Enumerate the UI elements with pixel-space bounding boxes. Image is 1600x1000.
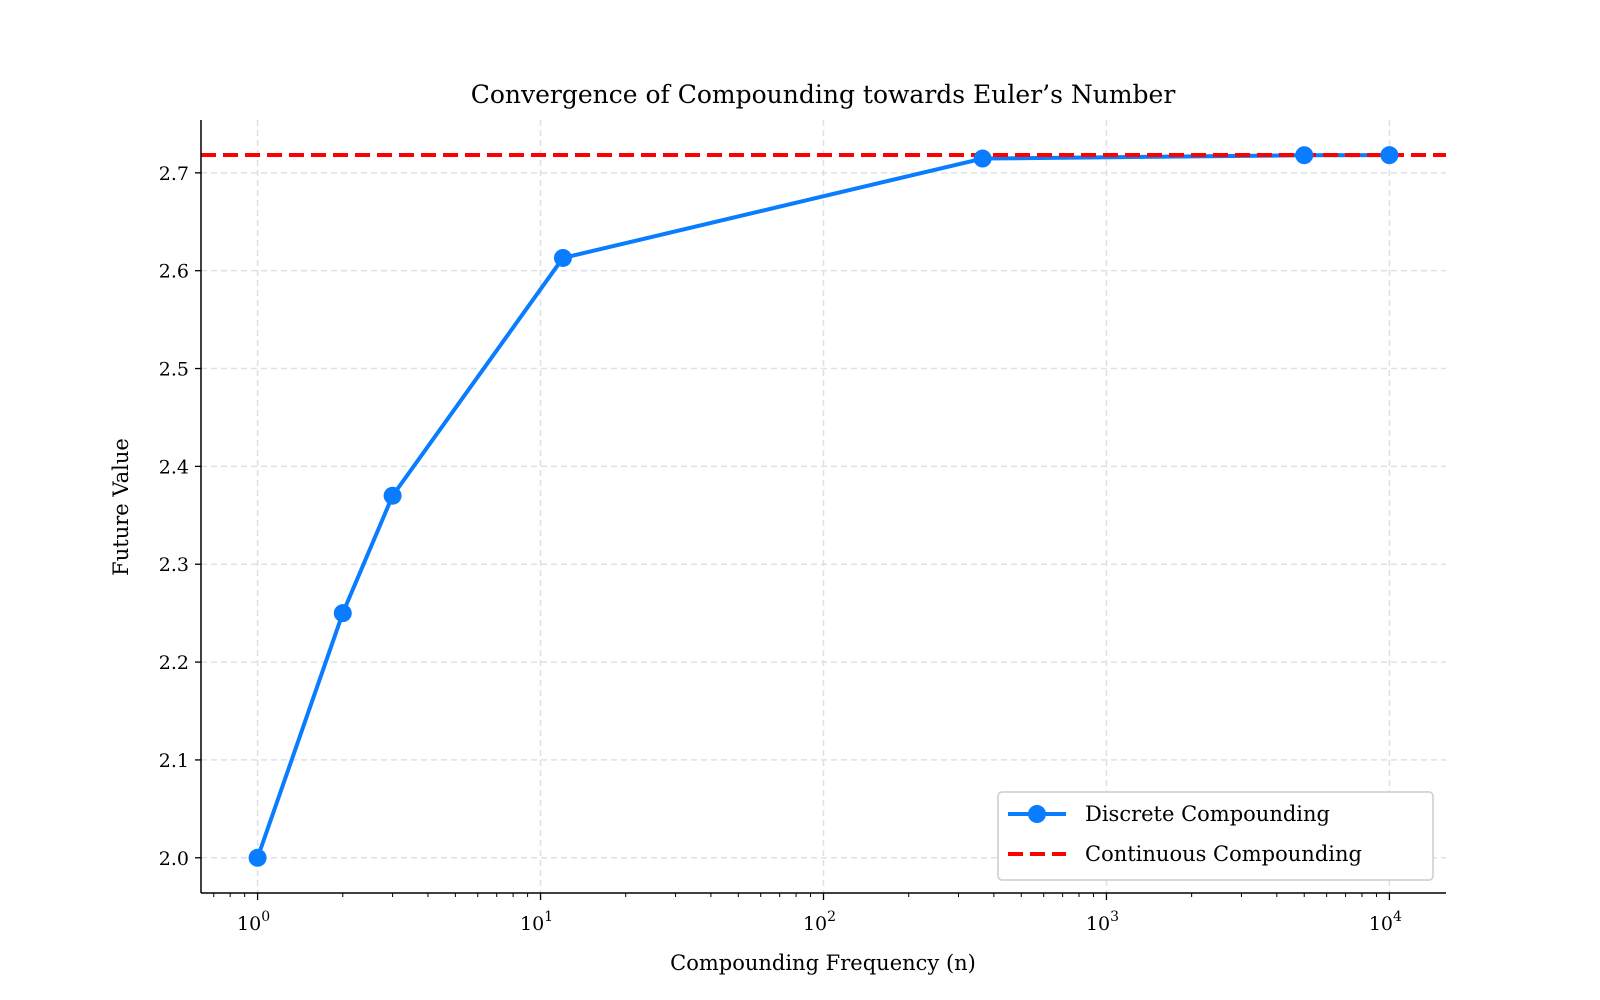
x-tick-label: 102 [803, 909, 836, 935]
y-tick-label: 2.2 [159, 652, 189, 674]
legend-label-discrete: Discrete Compounding [1085, 802, 1330, 826]
y-tick-label: 2.3 [159, 554, 189, 576]
x-tick-exponent: 0 [261, 909, 270, 925]
x-tick-base: 10 [237, 913, 261, 935]
x-tick-label: 103 [1086, 909, 1119, 935]
discrete-compounding-point [973, 149, 992, 168]
x-tick-exponent: 1 [544, 909, 553, 925]
y-tick-label: 2.0 [159, 848, 189, 870]
x-tick-label: 100 [237, 909, 270, 935]
y-tick-label: 2.5 [159, 359, 189, 381]
x-tick-label: 101 [520, 909, 553, 935]
legend-label-continuous: Continuous Compounding [1085, 842, 1362, 866]
discrete-compounding-point [1295, 146, 1314, 165]
x-tick-base: 10 [520, 913, 544, 935]
x-tick-base: 10 [1086, 913, 1110, 935]
chart-title: Convergence of Compounding towards Euler… [471, 80, 1176, 109]
x-tick-label: 104 [1369, 909, 1402, 935]
y-axis-label: Future Value [109, 438, 133, 576]
discrete-compounding-point [1380, 146, 1399, 165]
x-tick-base: 10 [1369, 913, 1393, 935]
x-tick-exponent: 2 [827, 909, 836, 925]
legend-box [997, 791, 1434, 881]
y-tick-label: 2.4 [159, 456, 189, 478]
discrete-compounding-point [333, 604, 352, 623]
x-tick-exponent: 3 [1110, 909, 1119, 925]
x-tick-exponent: 4 [1393, 909, 1402, 925]
legend: Discrete Compounding Continuous Compound… [997, 791, 1434, 881]
legend-marker-discrete [1028, 805, 1046, 823]
x-tick-base: 10 [803, 913, 827, 935]
series-layer [201, 146, 1446, 867]
discrete-compounding-point [248, 848, 267, 867]
discrete-compounding-point [383, 486, 402, 505]
discrete-compounding-point [553, 248, 572, 267]
y-tick-label: 2.6 [159, 261, 189, 283]
x-axis-label: Compounding Frequency (n) [670, 951, 976, 975]
y-tick-label: 2.7 [159, 163, 189, 185]
grid [201, 120, 1446, 893]
y-tick-label: 2.1 [159, 750, 189, 772]
